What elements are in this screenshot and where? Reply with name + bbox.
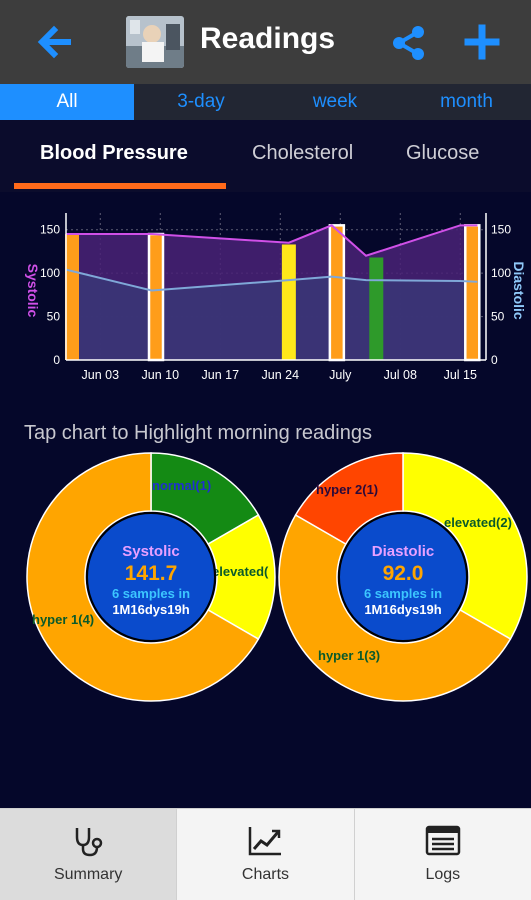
- donut-center: [338, 512, 468, 642]
- nav-summary[interactable]: Summary: [0, 809, 178, 900]
- list-icon: [425, 825, 461, 856]
- tab-cholesterol[interactable]: Cholesterol: [252, 142, 354, 164]
- diastolic-line: [65, 268, 478, 292]
- y-tick-right-1: 50: [491, 310, 505, 324]
- type-tabs: Blood Pressure Cholesterol Glucose: [0, 120, 531, 192]
- y-axis-label-left: Systolic: [25, 264, 41, 318]
- tab-week[interactable]: week: [312, 91, 358, 112]
- donut-segment-label-2: hyper 1(4): [32, 612, 94, 627]
- donut-segment-label-1: hyper 1(3): [318, 648, 380, 663]
- donut-segment-2[interactable]: [26, 452, 260, 702]
- x-tick-1: Jun 10: [142, 368, 180, 382]
- chart-hint: Tap chart to Highlight morning readings: [24, 422, 372, 444]
- share-icon[interactable]: [390, 24, 428, 62]
- donut-value: 141.7: [125, 562, 178, 585]
- systolic-line: [66, 224, 478, 257]
- nav-charts[interactable]: Charts: [177, 809, 355, 900]
- bottom-nav: Summary Charts Logs: [0, 808, 531, 900]
- donut-segment-label-0: elevated(2): [444, 515, 512, 530]
- donut-samples: 6 samples in: [112, 586, 190, 601]
- reading-bar-1[interactable]: [147, 232, 165, 362]
- period-tabs: All 3-day week month: [0, 84, 531, 120]
- tab-month[interactable]: month: [440, 91, 493, 112]
- reading-bar-5[interactable]: [464, 224, 481, 362]
- x-tick-2: Jun 17: [202, 368, 240, 382]
- donut-title: Systolic: [122, 543, 180, 560]
- donut-duration: 1M16dys19h: [112, 602, 189, 617]
- donut-samples: 6 samples in: [364, 586, 442, 601]
- donut-segment-1[interactable]: [278, 513, 512, 702]
- page-title: Readings: [200, 22, 336, 55]
- arrow-left-icon[interactable]: [34, 22, 74, 62]
- y-tick-left-3: 150: [40, 223, 60, 237]
- donut-value: 92.0: [383, 562, 424, 585]
- donut-segment-label-2: hyper 2(1): [316, 482, 378, 497]
- avatar[interactable]: [126, 16, 184, 68]
- blood-pressure-chart[interactable]: 0 0 50 50 100 100 150 150 Jun 03 Jun 10 Jun 17 Jun …: [0, 200, 531, 390]
- reading-bar-0[interactable]: [65, 234, 79, 360]
- reading-bar-2[interactable]: [281, 244, 296, 360]
- donut-center: [86, 512, 216, 642]
- tab-glucose[interactable]: Glucose: [406, 142, 480, 164]
- reading-bar-3[interactable]: [328, 224, 346, 362]
- x-tick-0: Jun 03: [82, 368, 120, 382]
- donut-duration: 1M16dys19h: [364, 602, 441, 617]
- donut-segment-0[interactable]: [402, 452, 528, 641]
- y-tick-left-1: 50: [47, 310, 61, 324]
- stethoscope-icon: [75, 828, 103, 857]
- y-tick-left-2: 100: [40, 266, 60, 280]
- x-tick-4: July: [329, 368, 352, 382]
- x-tick-5: Jul 08: [384, 368, 417, 382]
- active-tab-indicator: [14, 183, 226, 189]
- nav-summary-label: Summary: [53, 866, 123, 883]
- y-axis-label-right: Diastolic: [511, 261, 527, 320]
- plus-icon[interactable]: [462, 22, 502, 62]
- systolic-donut[interactable]: normal(1) elevated( hyper 1(4) Systolic 141.…: [26, 452, 276, 702]
- y-tick-right-3: 150: [491, 223, 511, 237]
- nav-charts-label: Charts: [241, 866, 290, 883]
- tab-3-day[interactable]: 3-day: [177, 91, 225, 112]
- donut-segment-label-0: normal(1): [152, 478, 211, 493]
- nav-logs-label: Logs: [425, 866, 461, 883]
- reading-bar-4[interactable]: [369, 257, 384, 360]
- tab-blood-pressure[interactable]: Blood Pressure: [40, 142, 188, 164]
- line-chart-icon: [249, 827, 282, 856]
- tab-all[interactable]: All: [0, 84, 134, 120]
- x-tick-6: Jul 15: [444, 368, 477, 382]
- nav-logs[interactable]: Logs: [355, 809, 531, 900]
- x-tick-3: Jun 24: [262, 368, 300, 382]
- app-header: Readings: [0, 0, 531, 84]
- y-tick-right-0: 0: [491, 353, 498, 367]
- diastolic-donut[interactable]: elevated(2) hyper 1(3) hyper 2(1) Diastolic…: [278, 452, 528, 702]
- donut-segment-2[interactable]: [294, 452, 404, 546]
- donut-title: Diastolic: [372, 543, 435, 560]
- donut-segment-label-1: elevated(: [212, 564, 269, 579]
- y-tick-left-0: 0: [53, 353, 60, 367]
- y-tick-right-2: 100: [491, 266, 511, 280]
